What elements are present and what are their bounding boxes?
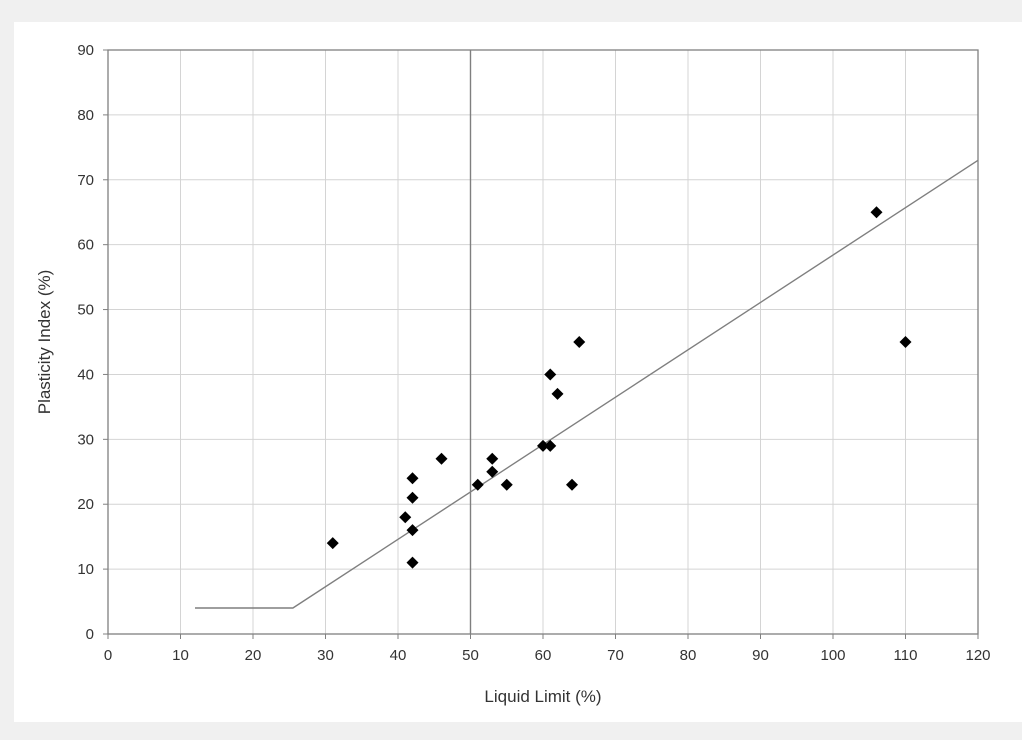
x-tick-label: 30 (317, 647, 334, 664)
y-tick-label: 80 (77, 107, 94, 124)
y-axis-ticks: 0 10 20 30 40 50 60 70 80 90 (77, 42, 108, 643)
x-tick-label: 100 (820, 647, 845, 664)
y-tick-label: 0 (86, 626, 94, 643)
x-tick-label: 60 (535, 647, 552, 664)
data-point (500, 478, 513, 491)
data-point (537, 439, 549, 452)
data-point (406, 556, 419, 569)
x-tick-label: 0 (104, 647, 112, 664)
data-point (406, 524, 419, 537)
x-tick-label: 70 (607, 647, 624, 664)
data-point (435, 452, 448, 465)
x-tick-label: 40 (390, 647, 407, 664)
x-tick-label: 20 (245, 647, 262, 664)
gridlines (107, 49, 979, 635)
data-point (486, 452, 499, 465)
x-axis-ticks: 0 10 20 30 40 50 60 70 80 90 100 110 120 (104, 634, 991, 664)
data-point (326, 537, 339, 550)
data-point (551, 387, 564, 400)
y-tick-label: 90 (77, 42, 94, 59)
chart-frame: 0 10 20 30 40 50 60 70 80 90 100 110 120 0 10 20 30 40 50… (14, 22, 1022, 722)
y-tick-label: 40 (77, 366, 94, 383)
data-point (486, 465, 499, 478)
x-tick-label: 10 (172, 647, 189, 664)
y-tick-label: 70 (77, 172, 94, 189)
data-point (566, 478, 578, 491)
x-tick-label: 110 (894, 647, 918, 664)
y-tick-label: 10 (77, 561, 94, 578)
y-axis-title: Plasticity Index (%) (35, 270, 54, 415)
data-point (899, 336, 912, 348)
x-tick-label: 90 (752, 647, 769, 664)
data-point (573, 336, 586, 348)
x-tick-label: 80 (680, 647, 697, 664)
y-tick-label: 50 (77, 302, 94, 319)
data-point (406, 472, 419, 485)
x-tick-label: 50 (462, 647, 479, 664)
reference-lines (195, 50, 979, 634)
a-line-line (195, 159, 979, 609)
data-point (471, 478, 484, 491)
data-point (870, 206, 883, 219)
data-point (399, 511, 412, 524)
data-points (326, 206, 912, 569)
data-point (544, 439, 557, 452)
data-point (406, 491, 419, 504)
y-tick-label: 60 (77, 237, 94, 254)
plasticity-chart: 0 10 20 30 40 50 60 70 80 90 100 110 120 0 10 20 30 40 50… (35, 42, 991, 706)
x-tick-label: 120 (965, 647, 990, 664)
x-axis-title: Liquid Limit (%) (484, 687, 601, 706)
y-tick-label: 20 (77, 496, 94, 513)
y-tick-label: 30 (77, 431, 94, 448)
data-point (544, 368, 557, 381)
